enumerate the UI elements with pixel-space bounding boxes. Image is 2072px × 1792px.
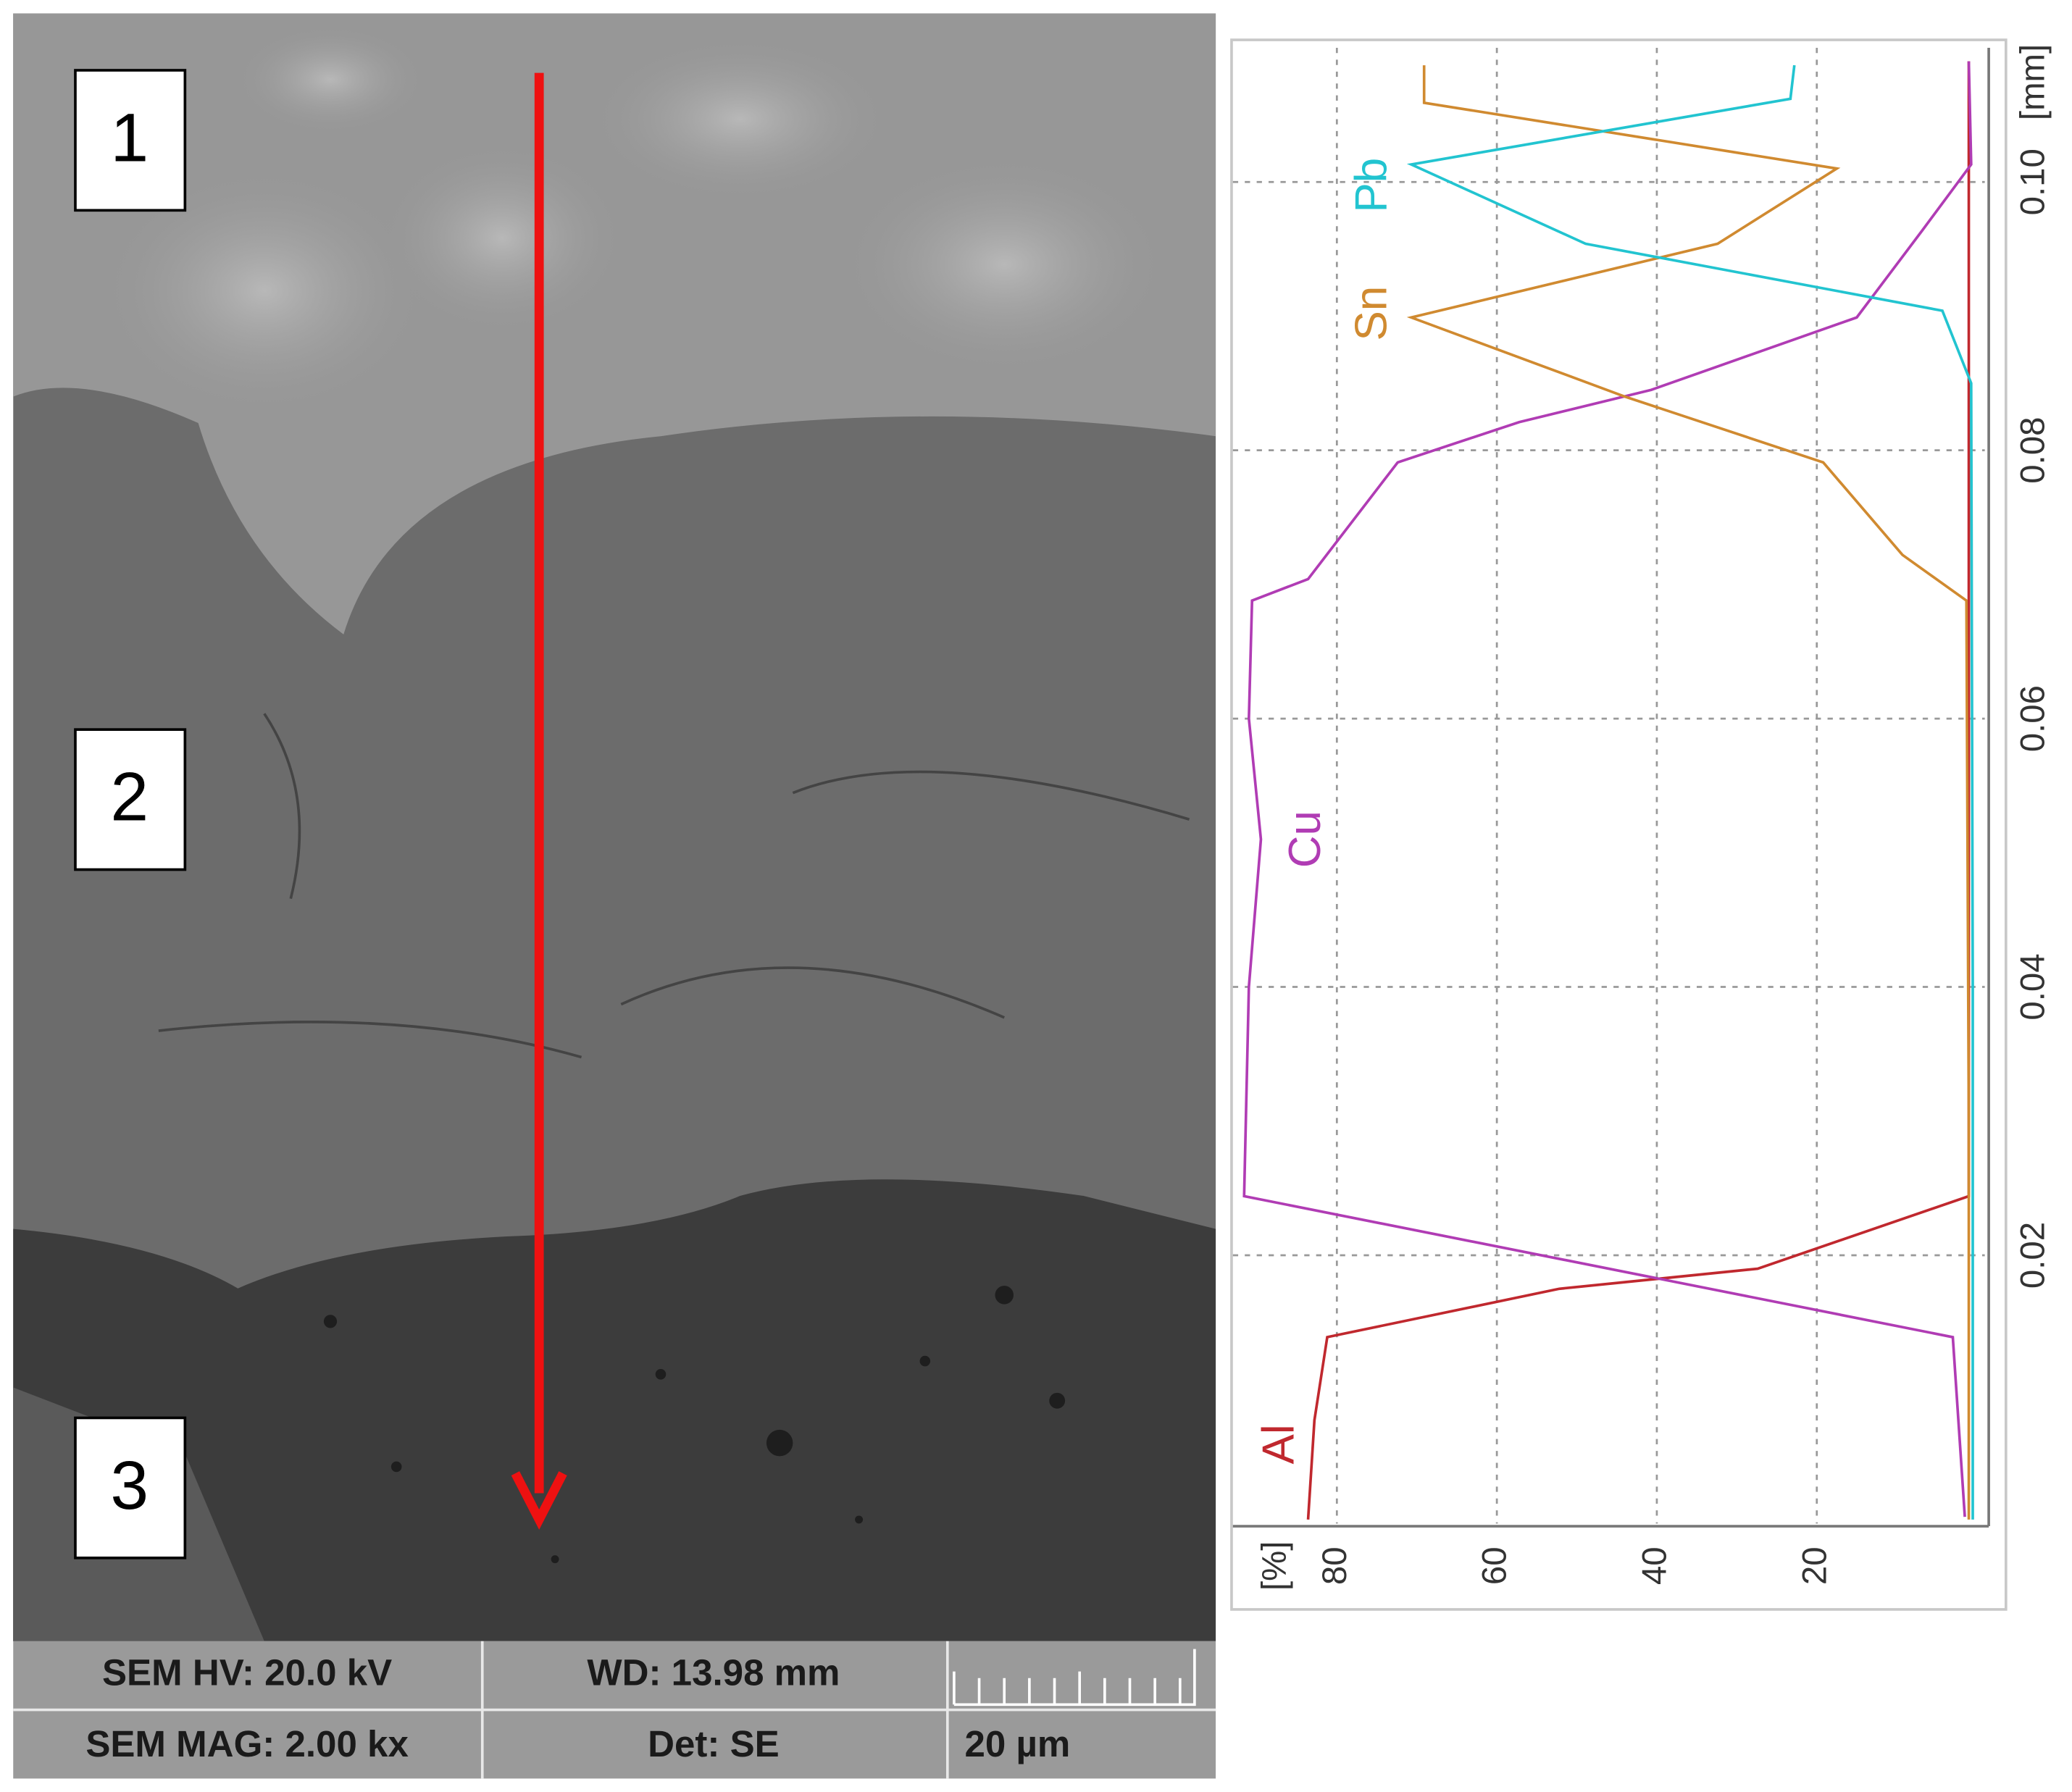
info-det: Det: SE — [648, 1723, 780, 1764]
sem-image — [13, 13, 1216, 1641]
region-box — [74, 1416, 187, 1559]
arrow — [511, 72, 567, 1530]
info-scale: 20 µm — [965, 1723, 1071, 1764]
region-box — [74, 728, 187, 871]
y-axis-label: [%] — [1255, 1541, 1293, 1591]
series-line — [1242, 61, 1973, 1517]
x-tick-label: 0.04 — [2013, 953, 2052, 1020]
y-tick-label: 60 — [1476, 1546, 1514, 1585]
series-label: Cu — [1280, 811, 1330, 868]
series-line — [1306, 61, 1971, 1520]
region-label: 2 — [110, 759, 149, 836]
y-tick-label: 20 — [1795, 1546, 1834, 1585]
series-label: Pb — [1346, 158, 1396, 213]
region-box — [74, 69, 187, 212]
region-label: 1 — [110, 99, 149, 176]
info-mag: SEM MAG: 2.00 kx — [85, 1723, 409, 1764]
x-tick-label: 0.08 — [2013, 417, 2052, 484]
y-tick-label: 40 — [1635, 1546, 1674, 1585]
x-tick-label: 0.02 — [2013, 1222, 2052, 1289]
x-tick-label: 0.10 — [2013, 148, 2052, 215]
series-line — [1406, 65, 1971, 1520]
x-axis-label: [mm] — [2013, 44, 2052, 120]
series-label: Al — [1254, 1424, 1304, 1464]
y-tick-label: 80 — [1316, 1546, 1354, 1585]
info-wd: WD: 13.98 mm — [587, 1652, 840, 1693]
info-hv: SEM HV: 20.0 kV — [102, 1652, 392, 1693]
chart-frame — [1230, 38, 2008, 1611]
series-line — [1406, 64, 1974, 1520]
region-label: 3 — [110, 1447, 149, 1524]
x-tick-label: 0.06 — [2013, 685, 2052, 752]
info-bar: SEM HV: 20.0 kV WD: 13.98 mm SEM MAG: 2.… — [13, 1641, 1216, 1779]
info-text: SEM HV: 20.0 kV WD: 13.98 mm SEM MAG: 2.… — [85, 1652, 1070, 1764]
series-label: Sn — [1346, 286, 1396, 341]
